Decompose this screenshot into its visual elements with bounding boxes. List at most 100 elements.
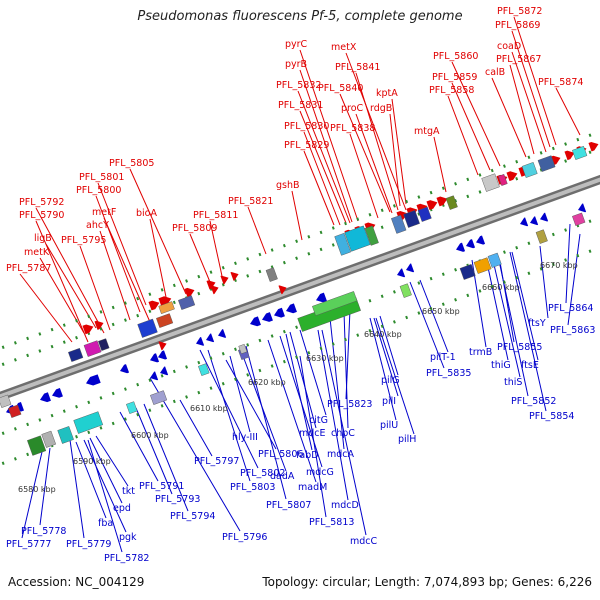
leader-line (199, 349, 259, 469)
feature-block (238, 343, 248, 355)
gene-label: pilU (380, 420, 398, 431)
leader-line (285, 333, 313, 451)
leader-line (75, 441, 107, 519)
feature-block (158, 301, 175, 315)
gene-label: PFL_5779 (66, 539, 111, 550)
leader-line (35, 207, 105, 334)
reverse-gene-arrow (150, 371, 159, 381)
gene-label: coaD (497, 41, 521, 52)
reverse-gene-arrow (218, 329, 227, 338)
reverse-gene-arrow (466, 239, 476, 249)
leader-line (39, 447, 51, 526)
leader-line (299, 355, 327, 518)
gene-label: PFL_5800 (76, 185, 121, 196)
gene-label: PFL_5801 (79, 172, 124, 183)
leader-line (299, 110, 347, 224)
gene-label: trmB (469, 347, 492, 358)
feature-block (403, 210, 420, 228)
reverse-gene-arrow (530, 216, 539, 226)
bottom-gene-labels: PFL_5777 PFL_5778 PFL_5779 fba pgk PFL_5… (6, 303, 595, 564)
gene-label: PFL_5872 (497, 6, 542, 17)
feature-block (8, 404, 22, 418)
gene-label: kptA (376, 88, 398, 99)
leader-line (95, 435, 129, 487)
gene-label: PFL_5830 (284, 121, 329, 132)
forward-gene-arrow (506, 171, 518, 182)
reverse-gene-arrow (120, 364, 130, 374)
feature-block (265, 267, 278, 282)
leader-line (225, 359, 277, 450)
reverse-gene-arrow (250, 316, 261, 327)
gene-label: PFL_5811 (193, 210, 238, 221)
reverse-gene-arrow (406, 263, 415, 273)
reverse-gene-arrow (476, 235, 486, 245)
feature-block (473, 257, 492, 274)
forward-gene-arrow (82, 324, 94, 335)
gene-label: pgk (119, 532, 137, 543)
reverse-gene-arrow (456, 242, 466, 252)
gene-label: bioA (136, 208, 157, 219)
forward-gene-arrow (158, 296, 172, 307)
leader-line (565, 223, 571, 304)
gene-label: madM (298, 482, 327, 493)
leader-line (79, 245, 111, 331)
colored-feature-blocks (0, 145, 588, 456)
forward-gene-arrow (220, 275, 229, 285)
gene-label: PFL_5831 (278, 100, 323, 111)
forward-gene-arrow (588, 141, 599, 152)
leader-line (433, 136, 447, 193)
gene-label: mdcC (350, 536, 378, 547)
gene-label: pyrC (285, 39, 308, 50)
leader-line (317, 329, 349, 501)
kbp-label: 6670 kbp (540, 261, 578, 270)
feature-block (198, 363, 210, 376)
gene-label: PFL_5854 (529, 411, 574, 422)
reverse-gene-arrow (160, 366, 169, 376)
gene-label: ahcY (86, 220, 109, 231)
gene-label: PFL_5793 (155, 494, 200, 505)
gene-label: PFL_5782 (104, 553, 149, 564)
leader-line (349, 133, 379, 219)
feature-block (156, 313, 174, 328)
forward-gene-arrow (230, 271, 239, 281)
gene-label: PFL_5835 (426, 368, 471, 379)
feature-block (126, 401, 138, 414)
feature-block (459, 264, 476, 280)
kbp-label: 6640 kbp (364, 330, 402, 339)
feature-block (344, 225, 371, 252)
leader-line (207, 349, 251, 482)
leader-line (321, 329, 367, 536)
leader-line (149, 218, 167, 298)
leader-line (511, 251, 539, 361)
gene-label: mdcD (331, 500, 359, 511)
accession-text: Accession: NC_004129 (8, 575, 145, 589)
feature-block (57, 426, 74, 444)
feature-block (521, 162, 538, 178)
leader-line (513, 16, 557, 146)
top-leader-lines (19, 16, 581, 343)
gene-label: metX (331, 42, 357, 53)
leader-line (289, 331, 317, 429)
gene-label: PFL_5795 (61, 235, 106, 246)
feature-block (417, 206, 432, 222)
leader-line (391, 98, 407, 205)
gene-label: PFL_5860 (433, 51, 478, 62)
leader-line (345, 52, 407, 211)
leader-line (99, 230, 131, 321)
gene-label: mdcA (327, 449, 355, 460)
leader-line (179, 399, 213, 457)
leader-line (135, 407, 173, 495)
feature-block (137, 318, 158, 338)
gene-label: PFL_5778 (21, 526, 66, 537)
leader-line (297, 90, 351, 224)
gene-label: thiS (504, 377, 522, 388)
feature-block (364, 225, 379, 246)
gene-label: PFL_5858 (429, 85, 474, 96)
kbp-label: 6580 kbp (18, 485, 56, 494)
feature-block (98, 338, 110, 351)
leader-line (509, 64, 535, 155)
gene-label: PFL_5787 (6, 263, 51, 274)
leader-line (355, 72, 399, 211)
